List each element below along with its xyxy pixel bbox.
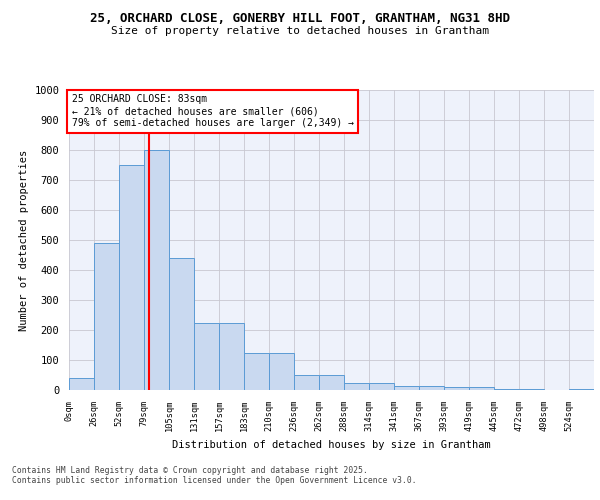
Bar [369,382,394,390]
Text: 25, ORCHARD CLOSE, GONERBY HILL FOOT, GRANTHAM, NG31 8HD: 25, ORCHARD CLOSE, GONERBY HILL FOOT, GR… [90,12,510,26]
Bar [69,378,94,390]
Bar [569,388,594,390]
Bar [444,387,469,390]
Bar [194,322,219,390]
Text: Size of property relative to detached houses in Grantham: Size of property relative to detached ho… [111,26,489,36]
Bar [519,388,544,390]
Bar [94,243,119,390]
Bar [294,375,319,390]
Text: 25 ORCHARD CLOSE: 83sqm
← 21% of detached houses are smaller (606)
79% of semi-d: 25 ORCHARD CLOSE: 83sqm ← 21% of detache… [71,94,353,128]
Bar [469,387,494,390]
Text: Contains public sector information licensed under the Open Government Licence v3: Contains public sector information licen… [12,476,416,485]
Bar [344,382,369,390]
Bar [244,352,269,390]
Bar [394,386,419,390]
Bar [319,375,344,390]
Y-axis label: Number of detached properties: Number of detached properties [19,150,29,330]
Bar [419,386,444,390]
Bar [494,388,519,390]
Bar [219,322,244,390]
Bar [169,258,194,390]
Bar [144,150,169,390]
Bar [119,165,144,390]
X-axis label: Distribution of detached houses by size in Grantham: Distribution of detached houses by size … [172,440,491,450]
Text: Contains HM Land Registry data © Crown copyright and database right 2025.: Contains HM Land Registry data © Crown c… [12,466,368,475]
Bar [269,352,294,390]
